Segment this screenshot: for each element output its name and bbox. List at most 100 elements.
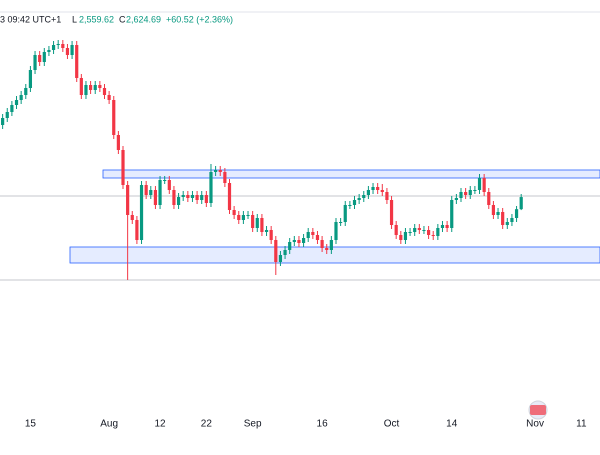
candle-body — [246, 215, 250, 216]
candle-body — [385, 192, 389, 200]
candle-body — [223, 172, 227, 183]
x-tick-label: 11 — [576, 419, 587, 430]
candle-body — [38, 55, 42, 62]
candle-body — [28, 70, 33, 88]
candle-body — [473, 190, 477, 191]
candle-body — [329, 240, 333, 250]
candle-body — [459, 192, 463, 198]
x-tick-label: 16 — [317, 419, 329, 430]
candle-body — [440, 225, 445, 228]
candle-body — [65, 48, 70, 55]
candle-body — [121, 150, 125, 185]
candle-body — [24, 88, 28, 95]
candle-body — [357, 198, 361, 200]
candle-body — [10, 105, 14, 112]
candle-body — [98, 85, 102, 88]
candle-body — [274, 240, 278, 262]
candle-body — [325, 248, 329, 250]
candle-body — [380, 190, 384, 192]
candle-body — [172, 190, 176, 205]
candle-body — [51, 45, 56, 50]
candle-body — [107, 95, 111, 100]
header-change: +60.52 (+2.36%) — [166, 14, 233, 24]
candle-body — [450, 200, 454, 228]
candle-body — [163, 180, 167, 181]
candle-body — [19, 95, 23, 100]
candle-body — [227, 183, 232, 210]
candle-body — [514, 209, 519, 218]
header-low-label: L — [72, 14, 77, 24]
candle-body — [56, 44, 60, 45]
candle-body — [139, 185, 144, 240]
candle-body — [116, 135, 120, 150]
candle-body — [408, 232, 412, 233]
candle-body — [149, 190, 153, 195]
candle-body — [464, 192, 468, 195]
candle-body — [519, 197, 523, 210]
candle-body — [75, 45, 79, 78]
candle-body — [339, 222, 343, 223]
candle-body — [167, 180, 171, 190]
candle-body — [33, 55, 37, 70]
header-close-label: C — [119, 14, 126, 24]
candle-body — [190, 195, 195, 198]
x-tick-label: 12 — [154, 419, 166, 430]
candle-body — [362, 195, 366, 198]
candle-body — [158, 180, 162, 205]
candle-body — [394, 225, 398, 235]
candle-body — [376, 187, 380, 190]
candle-body — [315, 235, 320, 240]
x-tick-label: 15 — [25, 419, 37, 430]
candle-body — [371, 187, 375, 190]
zone — [69, 246, 600, 264]
logo — [528, 400, 548, 420]
candle-body — [195, 195, 199, 200]
x-tick-label: 14 — [446, 419, 458, 430]
candle-body — [288, 242, 292, 250]
candle-body — [301, 238, 306, 243]
candle-body — [135, 220, 139, 240]
candle-body — [343, 205, 347, 222]
candle-body — [102, 88, 107, 95]
candle-body — [251, 215, 255, 228]
candle-body — [126, 185, 130, 215]
candle-body — [47, 50, 51, 52]
candle-body — [320, 240, 324, 248]
candle-body — [278, 255, 283, 262]
x-tick-label: Oct — [384, 419, 400, 430]
x-tick-label: 22 — [201, 419, 213, 430]
candle-body — [399, 235, 403, 240]
header-time: 3 09:42 UTC+1 — [0, 14, 61, 24]
candle-body — [241, 215, 245, 220]
candle-body — [84, 85, 88, 95]
candle-body — [348, 205, 352, 206]
candle-body — [200, 195, 204, 200]
candle-body — [403, 232, 408, 240]
candle-body — [93, 85, 97, 90]
candle-body — [89, 85, 93, 90]
candle-body — [311, 232, 315, 235]
header-close: 2,624.69 — [126, 14, 161, 24]
candle-body — [445, 225, 449, 228]
candle-body — [436, 228, 440, 236]
candle-body — [237, 215, 241, 220]
candle-body — [297, 240, 301, 243]
candle-body — [218, 170, 222, 172]
candle-body — [269, 230, 273, 240]
candle-body — [352, 200, 357, 205]
candle-body — [431, 235, 435, 236]
candle-body — [209, 172, 213, 203]
candle-body — [214, 170, 218, 172]
candle-body — [186, 195, 190, 198]
candle-body — [501, 212, 505, 225]
candle-body — [153, 190, 158, 205]
candle-body — [130, 215, 134, 220]
candle-body — [112, 100, 116, 135]
candle-body — [14, 100, 19, 105]
candle-body — [61, 44, 65, 48]
x-tick-label: Sep — [244, 419, 262, 430]
candle-body — [334, 222, 338, 240]
candle-body — [491, 205, 496, 215]
candle-body — [204, 195, 208, 203]
